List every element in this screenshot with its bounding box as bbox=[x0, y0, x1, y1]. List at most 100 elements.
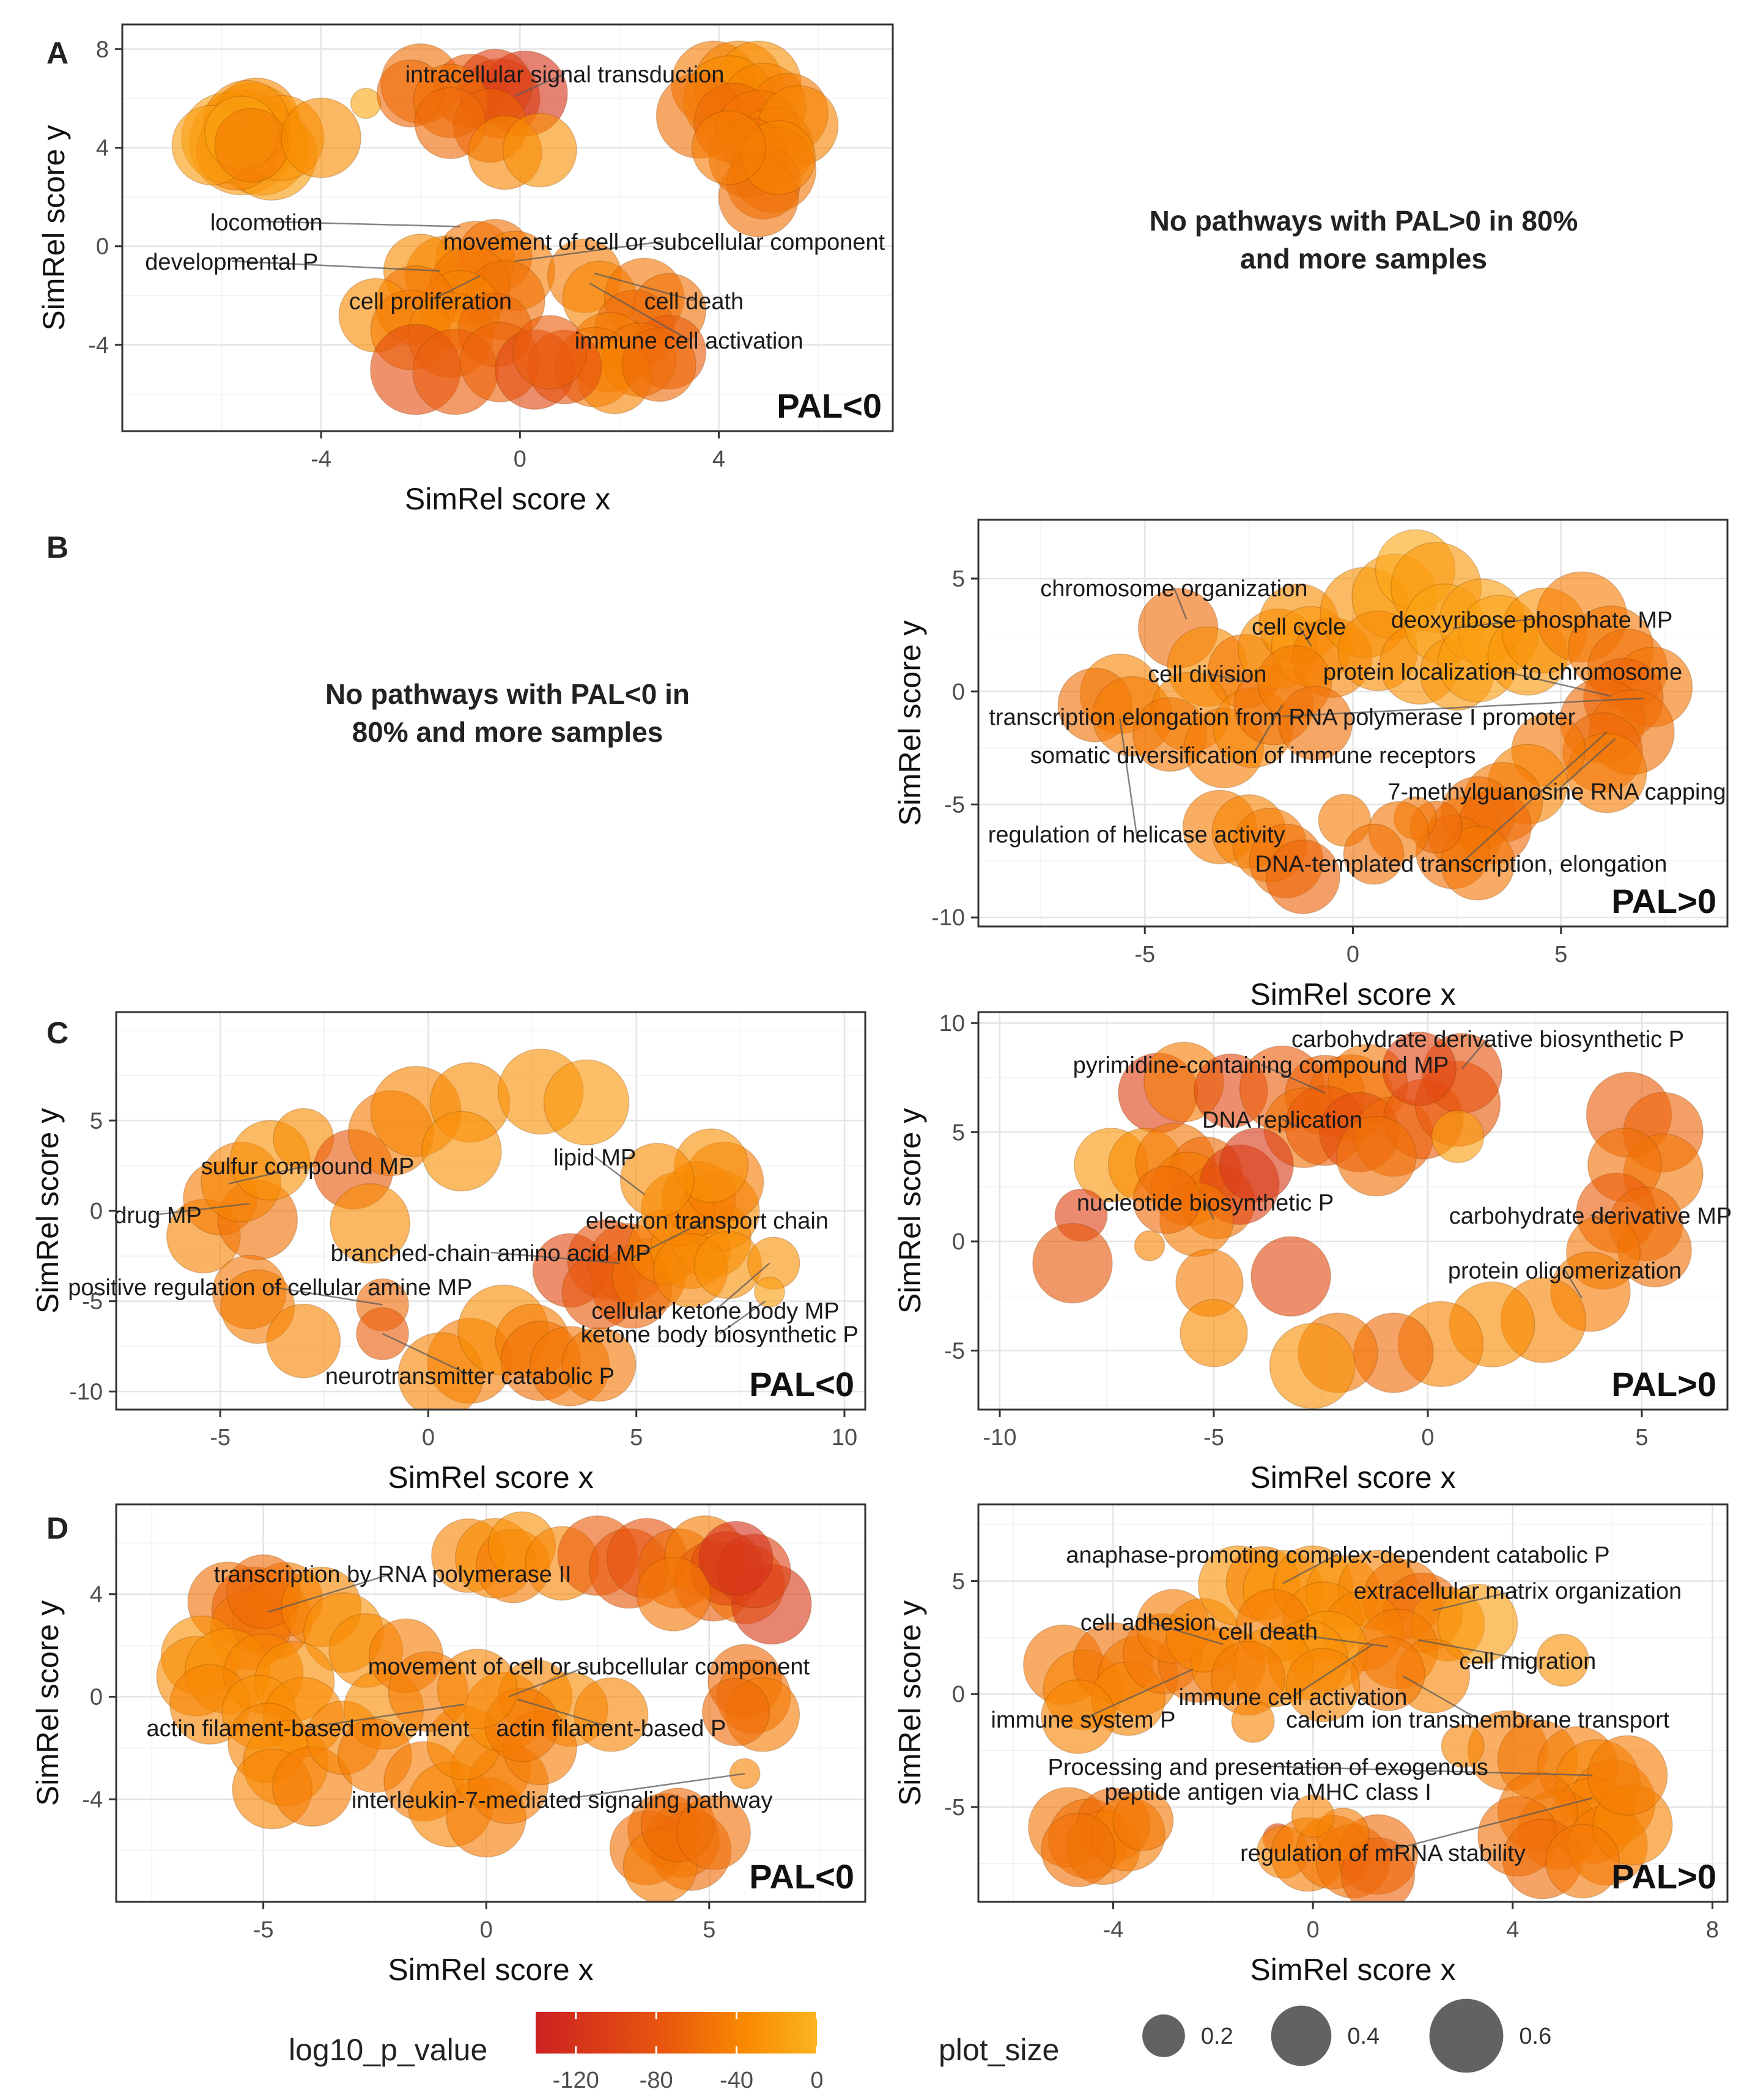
chart-panel-d-pal-pos: anaphase-promoting complex-dependent cat… bbox=[893, 1503, 1729, 1987]
y-tick-label: 5 bbox=[90, 1108, 103, 1134]
point-label: carbohydrate derivative MP bbox=[1449, 1203, 1732, 1229]
data-point bbox=[676, 1795, 752, 1870]
y-tick-label: 0 bbox=[952, 679, 965, 705]
pal-tag: PAL<0 bbox=[749, 1857, 854, 1896]
x-tick-label: 5 bbox=[1554, 942, 1567, 967]
point-label: cell adhesion bbox=[1080, 1610, 1216, 1636]
point-label: cell proliferation bbox=[349, 289, 512, 314]
data-point bbox=[691, 110, 766, 185]
x-tick-label: -10 bbox=[983, 1425, 1017, 1451]
label-connector bbox=[594, 272, 695, 301]
data-point bbox=[1440, 826, 1515, 901]
data-point bbox=[1587, 1735, 1668, 1816]
x-tick-label: -4 bbox=[1103, 1917, 1124, 1943]
point-label: developmental P bbox=[145, 250, 318, 275]
data-point bbox=[1219, 1128, 1294, 1202]
point-label: drug MP bbox=[114, 1203, 202, 1229]
color-legend-title: log10_p_value bbox=[289, 2033, 487, 2067]
point-label: regulation of helicase activity bbox=[988, 823, 1285, 848]
data-point bbox=[1134, 1230, 1165, 1262]
plot-border bbox=[977, 1503, 1729, 1903]
label-connector bbox=[719, 1300, 766, 1334]
x-axis-title: SimRel score x bbox=[388, 1953, 593, 1987]
x-tick-label: 5 bbox=[1635, 1425, 1648, 1451]
label-connector bbox=[228, 1164, 308, 1185]
size-legend-label: 0.4 bbox=[1347, 2024, 1380, 2049]
point-label: immune system P bbox=[991, 1707, 1176, 1733]
data-point bbox=[214, 108, 289, 183]
data-point bbox=[1112, 1790, 1174, 1851]
data-point bbox=[1269, 1323, 1356, 1409]
x-tick-label: 10 bbox=[832, 1425, 857, 1451]
size-legend-circle bbox=[1429, 1998, 1504, 2073]
point-label: cell cycle bbox=[1252, 615, 1346, 640]
data-point bbox=[574, 1677, 649, 1752]
panel-label-c: C bbox=[46, 1016, 69, 1050]
label-connector bbox=[514, 73, 565, 97]
point-label: lipid MP bbox=[553, 1145, 636, 1170]
data-point bbox=[1032, 1222, 1113, 1304]
label-connector bbox=[1282, 1118, 1300, 1129]
point-label: positive regulation of cellular amine MP bbox=[68, 1275, 472, 1301]
data-point bbox=[502, 113, 577, 188]
no-pathways-note-b-line1: No pathways with PAL<0 in bbox=[325, 678, 690, 710]
label-connector bbox=[267, 1573, 393, 1613]
y-axis-title: SimRel score y bbox=[893, 1108, 927, 1314]
point-label: Processing and presentation of exogenous bbox=[1047, 1754, 1488, 1780]
panel-label-a: A bbox=[46, 36, 69, 70]
x-tick-label: 0 bbox=[1346, 942, 1359, 967]
y-tick-label: -10 bbox=[931, 905, 965, 931]
x-tick-label: 4 bbox=[1506, 1917, 1519, 1943]
label-connector bbox=[1268, 1765, 1593, 1776]
x-tick-label: 8 bbox=[1706, 1917, 1719, 1943]
label-connector bbox=[1204, 1202, 1215, 1220]
plot-border bbox=[115, 1503, 866, 1903]
point-label: cell death bbox=[645, 289, 744, 314]
data-point bbox=[1132, 1166, 1201, 1234]
data-point bbox=[1382, 1031, 1457, 1106]
x-tick-label: -5 bbox=[210, 1425, 231, 1451]
y-axis-title: SimRel score y bbox=[31, 1108, 65, 1314]
data-point bbox=[729, 1758, 761, 1789]
points-group bbox=[1057, 529, 1693, 914]
x-tick-label: 4 bbox=[712, 446, 725, 472]
label-connector bbox=[1282, 1553, 1339, 1584]
point-label: nucleotide biosynthetic P bbox=[1077, 1191, 1334, 1216]
point-label: branched-chain amino acid MP bbox=[331, 1241, 651, 1266]
label-connector bbox=[490, 1251, 620, 1264]
color-legend-tick-label: -40 bbox=[720, 2068, 753, 2093]
point-label: deoxyribose phosphate MP bbox=[1391, 608, 1673, 634]
point-label: transcription elongation from RNA polyme… bbox=[989, 704, 1575, 730]
size-legend-title: plot_size bbox=[939, 2033, 1059, 2067]
point-label: electron transport chain bbox=[586, 1208, 829, 1234]
pal-tag: PAL<0 bbox=[749, 1365, 854, 1403]
label-connector bbox=[1173, 587, 1187, 620]
y-axis-title: SimRel score y bbox=[31, 1600, 65, 1806]
label-connector bbox=[1452, 618, 1532, 629]
x-tick-label: 0 bbox=[480, 1917, 493, 1943]
x-tick-label: -4 bbox=[311, 446, 331, 472]
label-connector bbox=[266, 221, 460, 227]
x-axis-title: SimRel score x bbox=[1250, 1460, 1455, 1495]
point-label: immune cell activation bbox=[575, 328, 803, 354]
point-label: actin filament-based P bbox=[496, 1716, 726, 1742]
data-point bbox=[1041, 1679, 1116, 1754]
y-tick-label: 10 bbox=[939, 1011, 965, 1037]
point-label: cell migration bbox=[1459, 1649, 1596, 1674]
label-connector bbox=[1432, 1589, 1518, 1611]
label-connector bbox=[715, 1262, 770, 1311]
y-tick-label: 5 bbox=[952, 1569, 965, 1595]
point-label: DNA replication bbox=[1202, 1107, 1362, 1133]
chart-panel-d-pal-neg: transcription by RNA polymerase II moveme… bbox=[31, 1503, 866, 1987]
x-axis-title: SimRel score x bbox=[388, 1460, 593, 1495]
data-point bbox=[754, 1276, 785, 1308]
panel-label-d: D bbox=[46, 1511, 69, 1545]
label-connector bbox=[1417, 1639, 1528, 1662]
data-point bbox=[350, 87, 382, 119]
label-connector bbox=[1564, 1269, 1583, 1299]
label-connector bbox=[515, 240, 665, 262]
y-tick-label: -10 bbox=[69, 1379, 103, 1405]
y-tick-label: 0 bbox=[90, 1199, 103, 1224]
data-point bbox=[1545, 1824, 1620, 1899]
point-label: DNA-templated transcription, elongation bbox=[1255, 852, 1668, 878]
